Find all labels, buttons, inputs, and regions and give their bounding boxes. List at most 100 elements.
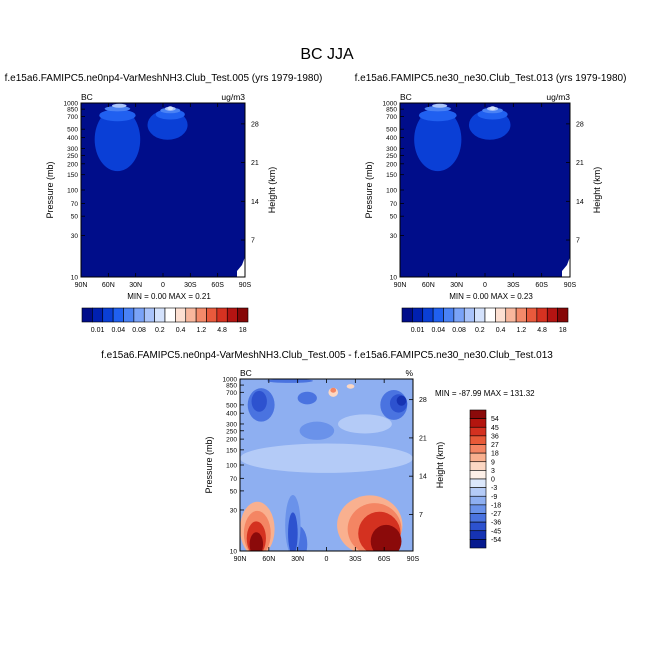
y-tick-label: 1000 [383,101,398,108]
figure-title: BC JJA [300,46,354,63]
colorbar-label: 0.2 [155,327,165,334]
colorbar-box [469,470,487,480]
contour-fill-2 [424,106,451,112]
contour-fill-7 [396,395,407,406]
heatmap-panel-1: 90N 60N 30N 0 30S 60S 90S 10 30 50 70 100 150 2002503… [45,92,277,301]
y-tick-label: 500 [226,402,237,409]
heatmap-panel-2: 90N 60N 30N 0 30S 60S 90S 10 30 50 70 100 150 2002503… [364,92,602,301]
y-tick-label: 400 [67,135,78,142]
colorbar-box [112,307,124,323]
contour-fill-3 [432,103,448,108]
min-max-stats: MIN = 0.00 MAX = 0.23 [449,292,533,301]
missing-data-mask [562,257,570,277]
min-max-stats: MIN = -87.99 MAX = 131.32 [435,389,535,398]
contour-fill-4 [251,390,267,412]
colorbar-panel-1: 0.01 0.04 0.08 0.2 0.4 1.2 4.8 18 [81,307,249,334]
y-tick-label: 30 [230,507,238,514]
y2-axis-label: Height (km) [435,442,445,489]
colorbar-box [154,307,166,323]
contour-fill-12 [330,387,337,393]
x-tick-label: 90N [394,282,407,289]
heatmap-panel-difference: 90N 60N 30N 0 30S 60S 90S103050701001502002503… [204,368,535,563]
colorbar-box [81,307,93,323]
contour-fill-0 [240,443,413,473]
contour-fill-8 [489,106,496,111]
colorbar-label: 0 [491,477,495,484]
colorbar-box [469,426,487,437]
colorbar-box [453,307,465,323]
colorbar-label: 0.04 [112,327,126,334]
colorbar-label: 1.2 [516,327,526,334]
x-tick-label: 0 [483,282,487,289]
colorbar-box [463,307,475,323]
contour-fill-1 [418,109,457,122]
y2-axis-label: Height (km) [267,167,277,214]
colorbar-box [401,307,413,323]
colorbar-box [469,418,487,428]
colorbar-label: 0.04 [432,327,446,334]
y-tick-label: 70 [230,476,238,483]
y-tick-label: 850 [386,107,397,114]
colorbar-label: 45 [491,425,499,432]
y2-tick-label: 7 [419,512,423,519]
colorbar-label: 9 [491,459,495,466]
y2-tick-label: 7 [576,238,580,245]
units-label: ug/m3 [221,92,245,102]
contour-fill-13 [346,384,355,389]
colorbar-label: 0.08 [132,327,146,334]
y2-tick-label: 14 [419,474,427,481]
colorbar-box [469,495,487,506]
colorbar-box [469,409,487,419]
colorbar-box [469,487,487,497]
colorbar-label: -36 [491,520,501,527]
y2-axis-label: Height (km) [592,167,602,214]
y2-tick-label: 28 [576,121,584,128]
y-tick-label: 150 [67,172,78,179]
colorbar-box [164,307,176,323]
colorbar-box [412,307,424,323]
colorbar-label: 27 [491,442,499,449]
x-tick-label: 90S [564,282,577,289]
x-tick-label: 90N [75,282,88,289]
y-axis-label: Pressure (mb) [45,161,55,218]
x-tick-label: 30N [450,282,463,289]
missing-data-mask [237,257,245,277]
colorbar-box [237,307,249,323]
x-tick-label: 30S [184,282,197,289]
colorbar-box [185,307,197,323]
colorbar-box [469,452,487,463]
y2-tick-label: 14 [251,199,259,206]
colorbar-box [133,307,145,323]
contour-fill-2 [299,421,335,440]
y2-tick-label: 21 [251,160,259,167]
y-tick-label: 200 [386,161,397,168]
colorbar-label: -9 [491,494,497,501]
y-tick-label: 200 [226,437,237,444]
contour-fill-10 [297,391,317,405]
x-tick-label: 60N [102,282,115,289]
y2-tick-label: 7 [251,238,255,245]
contour-fill-0 [414,107,462,172]
colorbar-label: -45 [491,528,501,535]
variable-label: BC [81,92,93,102]
colorbar-label: 18 [239,327,247,334]
colorbar-box [143,307,155,323]
y-tick-label: 100 [67,188,78,195]
colorbar-box [469,444,487,454]
colorbar-box [557,307,569,323]
colorbar-panel-2: 0.01 0.04 0.08 0.2 0.4 1.2 4.8 18 [401,307,569,334]
colorbar-label: 0.4 [496,327,506,334]
y2-tick-label: 21 [576,160,584,167]
x-tick-label: 90S [239,282,252,289]
colorbar-box [515,307,527,323]
panel-2-title: f.e15a6.FAMIPC5.ne30_ne30.Club_Test.013 … [354,73,627,84]
x-tick-label: 60N [422,282,435,289]
units-label: % [405,368,413,378]
y-tick-label: 10 [230,549,238,556]
colorbar-box [226,307,238,323]
colorbar-box [195,307,207,323]
y-tick-label: 200 [67,161,78,168]
colorbar-label: 0.01 [411,327,425,334]
contour-fill-1 [99,109,136,122]
colorbar-box [469,530,487,540]
